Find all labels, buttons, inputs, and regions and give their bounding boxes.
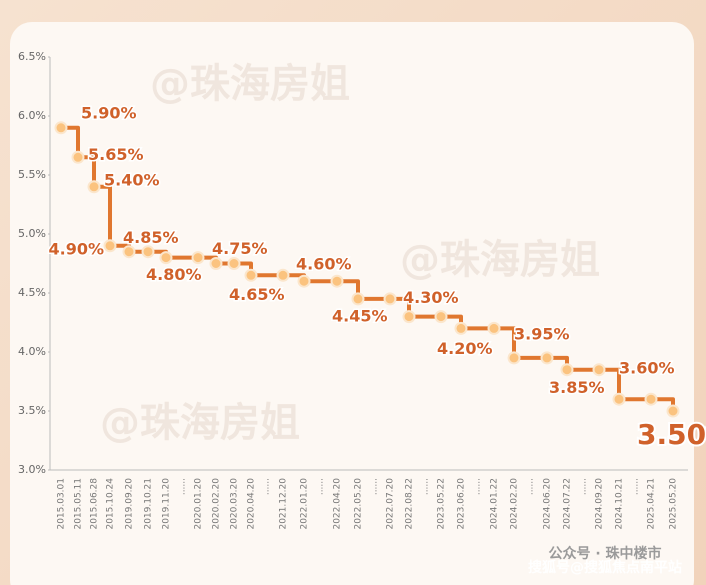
marker — [244, 268, 258, 282]
x-tick-label: 2024.07.22 — [563, 478, 573, 530]
watermark: 公众号 · 珠中楼市 — [548, 545, 661, 562]
y-tick-label: 3.5% — [18, 404, 46, 417]
marker — [351, 292, 365, 306]
marker — [592, 363, 606, 377]
marker — [209, 257, 223, 270]
value-label: 4.30% — [403, 288, 459, 307]
marker — [560, 363, 574, 377]
marker — [383, 292, 397, 306]
marker — [507, 351, 521, 365]
marker — [330, 274, 344, 288]
x-tick-label: 2024.01.22 — [490, 478, 500, 530]
watermark: @珠海房姐 — [150, 61, 350, 107]
value-label: 3.50% — [637, 418, 706, 451]
value-label: 4.90% — [48, 239, 104, 258]
x-tick-label: 2022.01.20 — [300, 478, 310, 530]
x-tick-label: 2024.02.20 — [510, 478, 520, 530]
watermark: 搜狐号@搜狐焦点南平站 — [528, 559, 682, 576]
x-tick-label: ...... — [178, 478, 188, 495]
y-tick-label: 3.0% — [18, 463, 46, 476]
x-tick-label: 2022.04.20 — [333, 478, 343, 530]
marker — [297, 274, 311, 288]
card — [10, 22, 694, 585]
x-tick-label: 2015.10.24 — [106, 478, 116, 530]
marker — [191, 251, 205, 265]
x-tick-label: 2019.10.21 — [144, 478, 154, 530]
x-tick-label: 2020.02.20 — [212, 478, 222, 530]
marker — [666, 404, 680, 418]
marker — [644, 392, 658, 406]
marker — [103, 239, 117, 253]
value-label: 4.65% — [229, 285, 285, 304]
y-tick-label: 5.0% — [18, 227, 46, 240]
line-segment — [494, 326, 516, 358]
y-tick-label: 4.5% — [18, 286, 46, 299]
y-tick-label: 5.5% — [18, 168, 46, 181]
x-tick-label: 2022.07.20 — [386, 478, 396, 530]
x-tick-label: 2019.11.20 — [162, 478, 172, 530]
x-tick-label: ...... — [262, 478, 272, 495]
line-segment — [599, 367, 621, 400]
marker — [227, 257, 241, 270]
x-tick-label: 2024.10.21 — [615, 478, 625, 530]
marker — [141, 245, 155, 259]
value-label: 4.85% — [123, 228, 179, 247]
y-tick-label: 6.5% — [18, 50, 46, 63]
x-tick-label: 2020.01.20 — [194, 478, 204, 530]
watermark: @珠海房姐 — [400, 237, 600, 283]
marker — [122, 245, 136, 259]
marker — [402, 310, 416, 324]
x-tick-label: 2024.06.20 — [543, 478, 553, 530]
y-tick-label: 4.0% — [18, 345, 46, 358]
x-tick-label: 2022.05.20 — [354, 478, 364, 530]
marker — [612, 392, 626, 406]
x-tick-label: 2023.05.22 — [437, 478, 447, 530]
value-label: 4.75% — [212, 239, 268, 258]
marker — [159, 251, 173, 265]
watermark: @珠海房姐 — [100, 400, 300, 446]
marker — [71, 150, 85, 164]
x-tick-label: 2025.04.21 — [647, 478, 657, 530]
marker — [540, 351, 554, 365]
x-tick-label: 2020.03.20 — [230, 478, 240, 530]
value-label: 3.95% — [514, 324, 570, 343]
x-tick-label: ...... — [631, 478, 641, 495]
value-label: 3.60% — [619, 359, 675, 378]
x-tick-label: 2019.09.20 — [125, 478, 135, 530]
value-label: 5.65% — [88, 145, 144, 164]
x-tick-label: ...... — [316, 478, 326, 495]
x-tick-label: 2021.12.20 — [279, 478, 289, 530]
value-label: 5.40% — [104, 170, 160, 189]
value-label: 4.20% — [437, 339, 493, 358]
marker — [454, 321, 468, 335]
x-tick-label: ...... — [473, 478, 483, 495]
x-tick-label: 2020.04.20 — [247, 478, 257, 530]
value-label: 5.90% — [81, 103, 137, 122]
x-tick-label: ...... — [579, 478, 589, 495]
x-tick-label: 2024.09.20 — [595, 478, 605, 530]
x-tick-label: ...... — [526, 478, 536, 495]
value-label: 4.45% — [332, 306, 388, 325]
x-tick-label: 2015.03.01 — [57, 478, 67, 530]
marker — [54, 121, 68, 135]
marker — [276, 268, 290, 282]
x-tick-label: ...... — [421, 478, 431, 495]
value-label: 3.85% — [549, 378, 605, 397]
x-tick-label: 2022.08.22 — [405, 478, 415, 530]
x-tick-label: 2023.06.20 — [457, 478, 467, 530]
x-tick-label: ...... — [370, 478, 380, 495]
x-tick-label: 2015.05.11 — [74, 478, 84, 530]
marker — [434, 310, 448, 324]
marker — [87, 180, 101, 194]
x-tick-label: 2015.06.28 — [90, 478, 100, 530]
marker — [487, 321, 501, 335]
value-label: 4.60% — [296, 255, 352, 274]
value-label: 4.80% — [146, 265, 202, 284]
y-tick-label: 6.0% — [18, 109, 46, 122]
x-tick-label: 2025.05.20 — [669, 478, 679, 530]
